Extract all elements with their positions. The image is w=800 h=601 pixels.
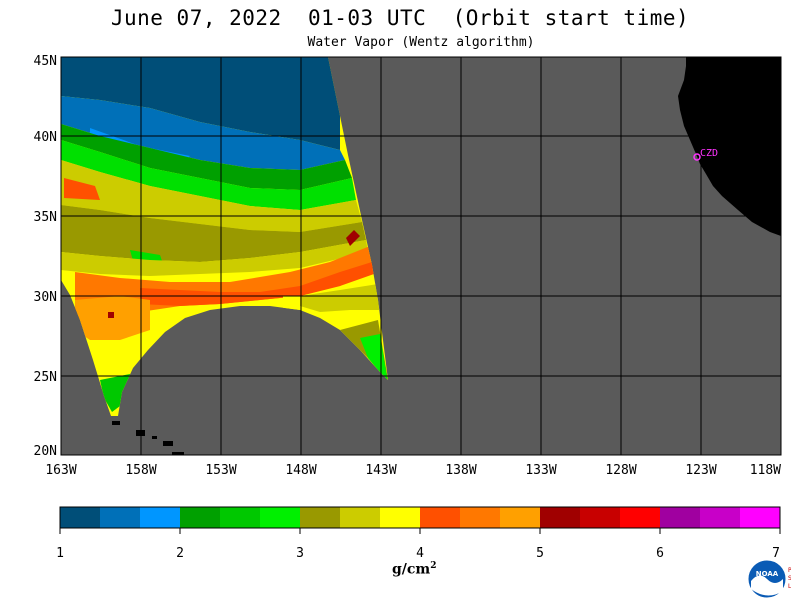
map-title: June 07, 2022 01-03 UTC (Orbit start tim… — [110, 6, 690, 30]
lat-label: 25N — [34, 370, 57, 385]
colorbar-swatch — [220, 507, 261, 528]
colorbar-swatch — [260, 507, 301, 528]
lon-label: 118W — [750, 463, 781, 478]
lon-label: 133W — [525, 463, 556, 478]
colorbar-frame — [59, 506, 781, 529]
logo-side-letter: S — [788, 575, 791, 582]
logo-text: NOAA — [756, 570, 779, 578]
map-frame — [60, 56, 782, 456]
colorbar-swatch — [180, 507, 221, 528]
colorbar — [59, 507, 781, 534]
colorbar-swatch — [700, 507, 741, 528]
map-subtitle: Water Vapor (Wentz algorithm) — [307, 35, 535, 50]
latitude-labels: 45N 40N 35N 30N 25N 20N — [34, 54, 57, 459]
lon-label: 143W — [365, 463, 396, 478]
lon-label: 163W — [45, 463, 76, 478]
colorbar-swatch — [340, 507, 381, 528]
colorbar-swatch — [380, 507, 421, 528]
lon-label: 138W — [445, 463, 476, 478]
colorbar-swatch — [620, 507, 661, 528]
colorbar-swatch — [460, 507, 501, 528]
lat-label: 30N — [34, 290, 57, 305]
colorbar-swatch — [60, 507, 101, 528]
colorbar-swatch — [420, 507, 461, 528]
colorbar-tick-label: 5 — [536, 546, 544, 561]
colorbar-tick-label: 4 — [416, 546, 424, 561]
map-panel: CZD — [61, 57, 781, 455]
colorbar-ticks: 1 2 3 4 5 6 7 — [56, 546, 780, 561]
colorbar-swatch — [140, 507, 181, 528]
lon-label: 128W — [605, 463, 636, 478]
land-mass — [678, 57, 781, 236]
station-dot — [693, 153, 701, 161]
colorbar-swatch — [100, 507, 141, 528]
colorbar-tick-label: 3 — [296, 546, 304, 561]
colorbar-swatch — [740, 507, 781, 528]
units-text: g/cm — [392, 561, 431, 578]
lat-label: 40N — [34, 130, 57, 145]
colorbar-swatch — [580, 507, 621, 528]
logo-side-letter: L — [788, 583, 791, 590]
colorbar-swatch — [660, 507, 701, 528]
lat-label: 35N — [34, 210, 57, 225]
lon-label: 158W — [125, 463, 156, 478]
colorbar-tick-label: 7 — [772, 546, 780, 561]
station-marker: CZD — [693, 148, 718, 161]
longitude-labels: 163W 158W 153W 148W 143W 138W 133W 128W … — [45, 463, 781, 478]
noaa-logo: NOAA P S L — [747, 559, 791, 599]
lon-label: 153W — [205, 463, 236, 478]
lat-label: 45N — [34, 54, 57, 69]
units-exponent: 2 — [430, 561, 437, 571]
colorbar-tick-label: 1 — [56, 546, 64, 561]
lat-label: 20N — [34, 444, 57, 459]
colorbar-units: g/cm2 — [392, 561, 437, 578]
colorbar-tick-label: 2 — [176, 546, 184, 561]
colorbar-swatch — [300, 507, 341, 528]
colorbar-swatch — [540, 507, 581, 528]
colorbar-tick-label: 6 — [656, 546, 664, 561]
colorbar-swatch — [500, 507, 541, 528]
lon-label: 123W — [685, 463, 716, 478]
lon-label: 148W — [285, 463, 316, 478]
station-label: CZD — [700, 148, 718, 159]
graticule — [61, 57, 781, 455]
logo-side-letter: P — [788, 567, 791, 574]
